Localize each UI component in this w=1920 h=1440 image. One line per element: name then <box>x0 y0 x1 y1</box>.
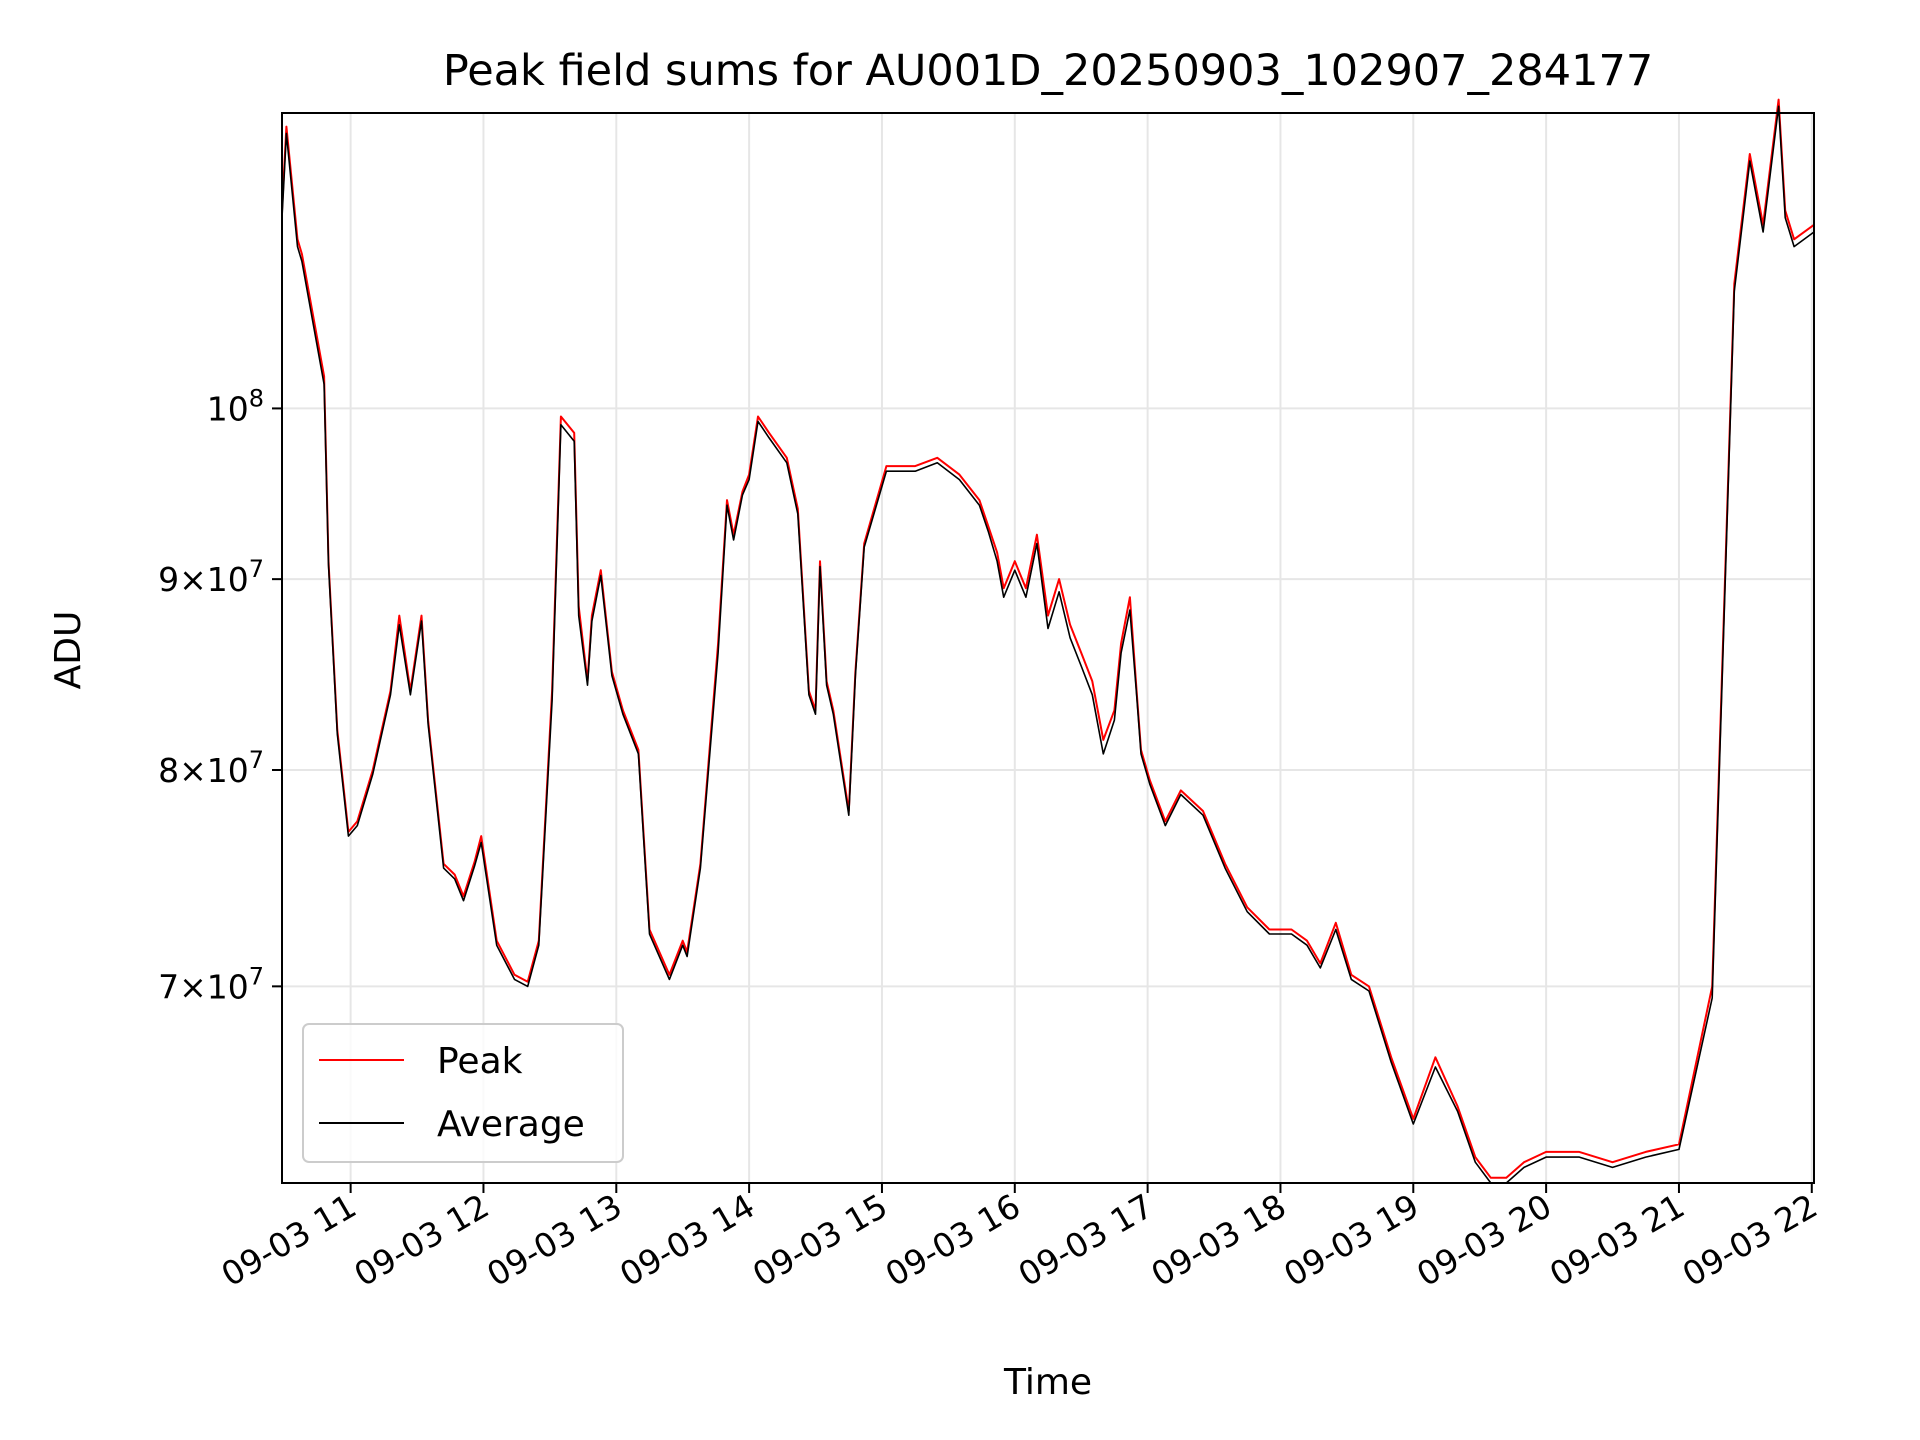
x-axis-label: Time <box>1003 1362 1092 1403</box>
plot-frame <box>281 112 1815 1184</box>
chart-title: Peak field sums for AU001D_20250903_1029… <box>443 46 1653 96</box>
y-tick-exponent: 7 <box>249 962 264 990</box>
y-tick-times: ×10 <box>179 560 249 599</box>
y-tick-mantissa: 8 <box>158 751 179 790</box>
legend-label-average: Average <box>437 1104 585 1145</box>
grid <box>282 113 1814 1183</box>
y-tick-label: 9×107 <box>158 555 264 599</box>
y-tick-label: 108 <box>207 384 264 428</box>
y-tick-exponent: 7 <box>249 555 264 583</box>
legend: Peak Average <box>302 1023 624 1163</box>
y-tick-times: ×10 <box>179 751 249 790</box>
series-line-peak <box>281 98 1815 1179</box>
legend-box <box>302 1023 624 1163</box>
y-tick-mantissa: 7 <box>158 967 179 1006</box>
series-line-average <box>281 105 1815 1184</box>
y-tick-times: ×10 <box>179 967 249 1006</box>
y-tick-exponent: 8 <box>249 384 264 412</box>
y-axis-label: ADU <box>48 611 89 690</box>
series-layer <box>281 98 1815 1184</box>
y-tick-mantissa: 9 <box>158 560 179 599</box>
y-tick-exponent: 7 <box>249 746 264 774</box>
legend-label-peak: Peak <box>437 1041 523 1082</box>
y-tick-label: 7×107 <box>158 962 264 1006</box>
y-tick-label: 8×107 <box>158 746 264 790</box>
y-tick-base: 10 <box>207 389 249 428</box>
